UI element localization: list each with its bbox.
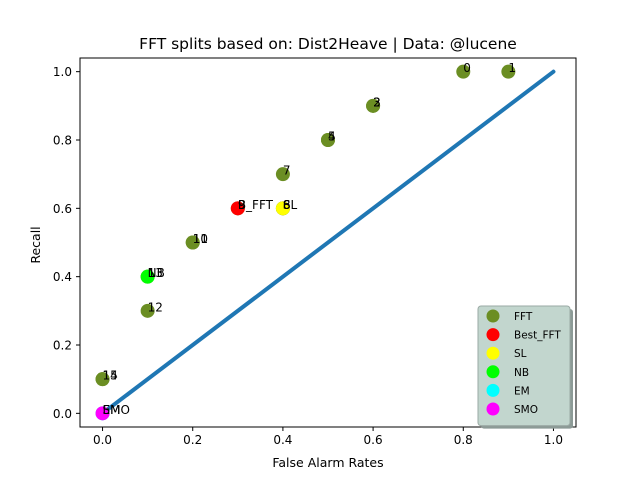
y-axis-title: Recall bbox=[28, 226, 43, 263]
point-label: NB bbox=[148, 266, 165, 280]
point-label: 5 bbox=[328, 130, 336, 144]
point-label: 14 bbox=[103, 369, 118, 383]
y-tick-label: 0.6 bbox=[53, 202, 72, 216]
legend-label: FFT bbox=[514, 311, 533, 323]
data-point-smo bbox=[95, 406, 110, 421]
legend-marker bbox=[486, 309, 500, 323]
data-point-fft bbox=[321, 133, 335, 147]
legend: FFT Best_FFT SL NB EM SMO bbox=[477, 305, 573, 429]
data-point-fft bbox=[366, 98, 381, 113]
point-label: 7 bbox=[283, 164, 291, 178]
point-label: 11 bbox=[193, 232, 208, 246]
data-point-fft bbox=[140, 303, 155, 318]
data-point-fft bbox=[95, 372, 110, 387]
x-tick-label: 0.4 bbox=[273, 433, 292, 447]
legend-marker bbox=[486, 365, 500, 379]
point-label: 1 bbox=[508, 61, 516, 75]
data-point-nb bbox=[140, 269, 155, 284]
y-tick-label: 0.0 bbox=[53, 407, 72, 421]
legend-label: EM bbox=[514, 385, 530, 397]
x-tick-label: 0.8 bbox=[454, 433, 473, 447]
point-label: 15 bbox=[103, 369, 118, 383]
x-tick-label: 0.2 bbox=[183, 433, 202, 447]
data-point-fft bbox=[456, 64, 471, 79]
legend-box bbox=[477, 305, 571, 427]
point-label: 13 bbox=[148, 266, 163, 280]
chart-title: FFT splits based on: Dist2Heave | Data: … bbox=[139, 35, 517, 53]
point-label: 10 bbox=[193, 232, 208, 246]
x-tick-label: 0.6 bbox=[364, 433, 383, 447]
point-label: 4 bbox=[328, 130, 336, 144]
point-label: 8 bbox=[283, 198, 291, 212]
legend-marker bbox=[486, 383, 500, 397]
x-axis-title: False Alarm Rates bbox=[272, 455, 383, 470]
y-tick-label: 1.0 bbox=[53, 65, 72, 79]
plot-area: 0.0 0.2 0.4 0.6 0.8 1.00.00.20.40.60.81.0 0 123… bbox=[53, 57, 577, 447]
x-tick-label: 0.0 bbox=[93, 433, 112, 447]
diagonal-line bbox=[100, 69, 556, 416]
point-label: B_FFT bbox=[238, 198, 274, 212]
legend-label: SMO bbox=[514, 404, 538, 416]
data-point-best-fft bbox=[230, 201, 245, 216]
legend-label: Best_FFT bbox=[514, 330, 561, 342]
legend-marker bbox=[486, 328, 500, 342]
y-tick-label: 0.2 bbox=[53, 339, 72, 353]
y-tick-label: 0.8 bbox=[53, 134, 72, 148]
x-tick-label: 1.0 bbox=[544, 433, 563, 447]
point-label: 0 bbox=[463, 61, 471, 75]
point-label: 2 bbox=[373, 95, 381, 109]
point-label: SL bbox=[283, 198, 298, 212]
point-label: 9 bbox=[238, 198, 246, 212]
point-label: 6 bbox=[283, 198, 291, 212]
y-tick-label: 0.4 bbox=[53, 270, 72, 284]
point-label: 12 bbox=[148, 300, 163, 314]
point-label: EM bbox=[103, 403, 121, 417]
point-label: SMO bbox=[103, 403, 130, 417]
legend-marker bbox=[486, 346, 500, 360]
legend-marker bbox=[486, 402, 500, 416]
legend-label: SL bbox=[514, 348, 527, 360]
legend-label: NB bbox=[514, 367, 529, 379]
data-point-fft bbox=[501, 64, 516, 79]
data-point-fft bbox=[275, 167, 290, 182]
data-point-sl bbox=[275, 201, 290, 216]
data-point-fft bbox=[185, 235, 200, 250]
point-label: 3 bbox=[373, 95, 381, 109]
axes-frame bbox=[79, 57, 577, 428]
